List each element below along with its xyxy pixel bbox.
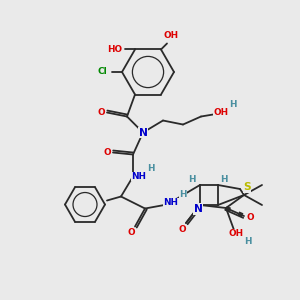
Text: O: O [246, 214, 254, 223]
Text: O: O [103, 148, 111, 157]
Text: OH: OH [213, 108, 229, 117]
Text: HO: HO [107, 45, 123, 54]
Text: N: N [139, 128, 147, 137]
Text: H: H [229, 100, 237, 109]
Text: NH: NH [164, 198, 178, 207]
Text: H: H [220, 175, 228, 184]
Text: O: O [127, 228, 135, 237]
Text: O: O [97, 108, 105, 117]
Text: H: H [188, 175, 196, 184]
Text: H: H [147, 164, 155, 173]
Text: NH: NH [131, 172, 146, 181]
Text: H: H [179, 190, 187, 199]
Text: O: O [178, 224, 186, 233]
Text: S: S [243, 182, 251, 192]
Text: H: H [244, 238, 252, 247]
Text: OH: OH [164, 31, 178, 40]
Text: N: N [194, 204, 202, 214]
Text: OH: OH [228, 230, 244, 238]
Text: Cl: Cl [97, 68, 107, 76]
